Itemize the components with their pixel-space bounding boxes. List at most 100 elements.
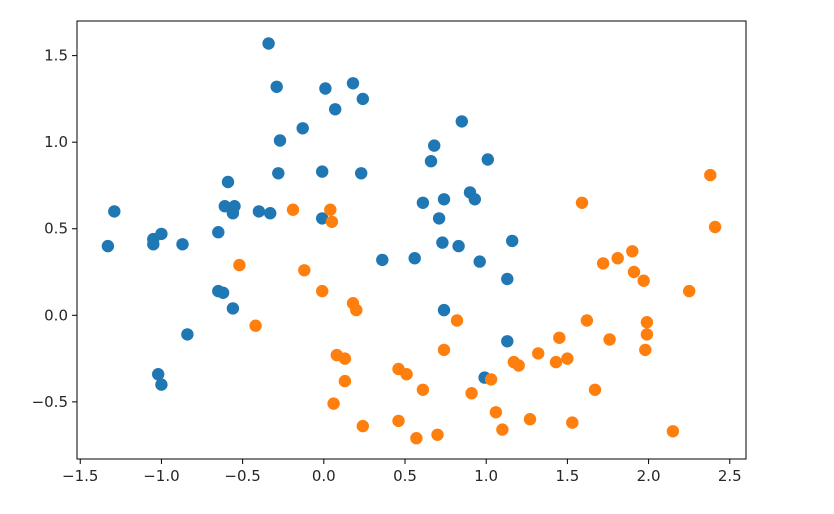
scatter-point-series0-1 [108, 205, 121, 218]
scatter-point-series1-23 [484, 373, 498, 386]
x-tick-label: 1.0 [474, 467, 498, 485]
scatter-point-series1-21 [450, 314, 464, 327]
scatter-point-series1-4 [316, 284, 329, 298]
scatter-point-series0-9 [212, 226, 225, 239]
points-layer [101, 37, 722, 445]
scatter-point-series1-41 [627, 265, 641, 279]
scatter-point-series1-17 [410, 432, 423, 445]
scatter-point-series0-0 [101, 239, 115, 253]
scatter-point-series1-28 [523, 413, 537, 426]
scatter-point-series0-34 [424, 155, 438, 168]
scatter-point-series1-33 [566, 416, 579, 429]
scatter-point-series1-12 [350, 303, 363, 317]
scatter-point-series0-12 [218, 200, 231, 213]
scatter-point-series0-40 [452, 239, 465, 253]
scatter-point-series1-42 [637, 274, 650, 287]
scatter-point-series0-17 [252, 205, 266, 218]
scatter-point-series0-20 [270, 80, 283, 94]
scatter-point-series0-36 [432, 212, 446, 225]
scatter-point-series1-39 [611, 252, 624, 265]
scatter-point-series0-31 [376, 253, 389, 267]
axes-layer: −1.5 −1.0 −0.5 0.0 0.5 1.0 1.5 2.0 2.5 −0.5 0.0 0.5… [32, 20, 747, 485]
scatter-point-series1-24 [489, 406, 503, 419]
scatter-point-series1-19 [431, 428, 444, 441]
plot-frame [76, 20, 747, 460]
scatter-point-series0-28 [346, 77, 360, 90]
scatter-point-series1-5 [324, 203, 337, 216]
scatter-point-series0-18 [264, 207, 277, 220]
scatter-point-series0-33 [416, 196, 430, 209]
scatter-point-series0-15 [228, 200, 241, 213]
scatter-point-series1-13 [356, 419, 369, 433]
scatter-point-series1-29 [532, 347, 545, 360]
scatter-point-series1-40 [626, 245, 639, 258]
scatter-point-series0-8 [155, 378, 168, 391]
x-tick-label: −1.5 [62, 467, 98, 485]
scatter-point-series1-32 [561, 352, 574, 365]
scatter-point-series1-20 [437, 343, 451, 357]
scatter-point-series0-22 [272, 167, 285, 180]
scatter-point-series1-1 [249, 319, 262, 332]
scatter-point-series0-37 [436, 236, 449, 249]
x-tick-label: 1.5 [555, 467, 579, 485]
x-tick-label: 0.5 [393, 467, 417, 485]
scatter-point-series1-36 [588, 383, 602, 396]
scatter-point-series1-16 [400, 368, 413, 381]
scatter-point-series1-9 [338, 352, 352, 365]
scatter-point-series1-3 [298, 264, 311, 277]
scatter-point-series0-30 [355, 167, 368, 180]
scatter-point-series1-49 [708, 220, 722, 234]
y-tick-label: 0.5 [44, 220, 68, 238]
scatter-point-series0-6 [181, 328, 194, 341]
scatter-point-series0-45 [481, 153, 494, 166]
scatter-point-series0-44 [473, 255, 486, 268]
scatter-point-series0-48 [506, 234, 519, 248]
x-tick-label: 2.0 [637, 467, 661, 485]
x-tick-label: −1.0 [143, 467, 179, 485]
scatter-point-series0-38 [437, 193, 451, 206]
scatter-point-series1-30 [549, 355, 563, 369]
scatter-point-series0-4 [155, 227, 168, 241]
y-tick-label: 1.0 [44, 133, 68, 151]
scatter-point-series0-16 [226, 302, 240, 315]
scatter-point-series1-44 [640, 316, 654, 329]
scatter-point-series0-26 [319, 82, 332, 95]
y-tick-label: 0.0 [44, 306, 68, 324]
scatter-point-series1-2 [286, 203, 300, 216]
scatter-point-series1-0 [233, 258, 246, 272]
scatter-point-series0-24 [316, 165, 329, 178]
scatter-point-series1-45 [640, 328, 654, 341]
scatter-point-series0-19 [262, 37, 275, 50]
scatter-point-series0-43 [468, 193, 481, 206]
scatter-point-series1-47 [683, 284, 696, 298]
scatter-point-series0-5 [176, 238, 189, 251]
scatter-point-series0-11 [216, 286, 230, 299]
scatter-point-series1-18 [416, 383, 430, 396]
scatter-point-series1-22 [465, 387, 478, 400]
x-tick-label: −0.5 [224, 467, 260, 485]
scatter-point-series1-27 [512, 359, 525, 372]
scatter-point-series0-29 [356, 92, 369, 106]
scatter-point-series1-25 [496, 423, 509, 436]
scatter-point-series0-39 [437, 303, 451, 317]
scatter-point-series1-6 [325, 215, 339, 228]
scatter-point-series1-10 [338, 374, 352, 388]
scatter-point-series0-47 [501, 272, 514, 286]
scatter-point-series1-43 [639, 343, 652, 357]
scatter-point-series0-7 [152, 368, 165, 381]
scatter-point-series1-7 [327, 397, 340, 410]
scatter-point-series1-35 [580, 314, 594, 327]
scatter-point-series0-23 [296, 122, 309, 135]
y-tick-label: 1.5 [44, 47, 68, 65]
scatter-point-series1-38 [603, 333, 616, 346]
scatter-point-series0-41 [455, 115, 468, 128]
x-tick-label: 0.0 [312, 467, 336, 485]
scatter-point-series0-13 [221, 175, 235, 189]
scatter-point-series1-48 [704, 168, 717, 182]
scatter-point-series0-21 [273, 134, 287, 147]
scatter-point-series1-31 [553, 331, 566, 344]
scatter-point-series1-37 [596, 257, 610, 270]
scatter-point-series1-34 [575, 196, 589, 209]
